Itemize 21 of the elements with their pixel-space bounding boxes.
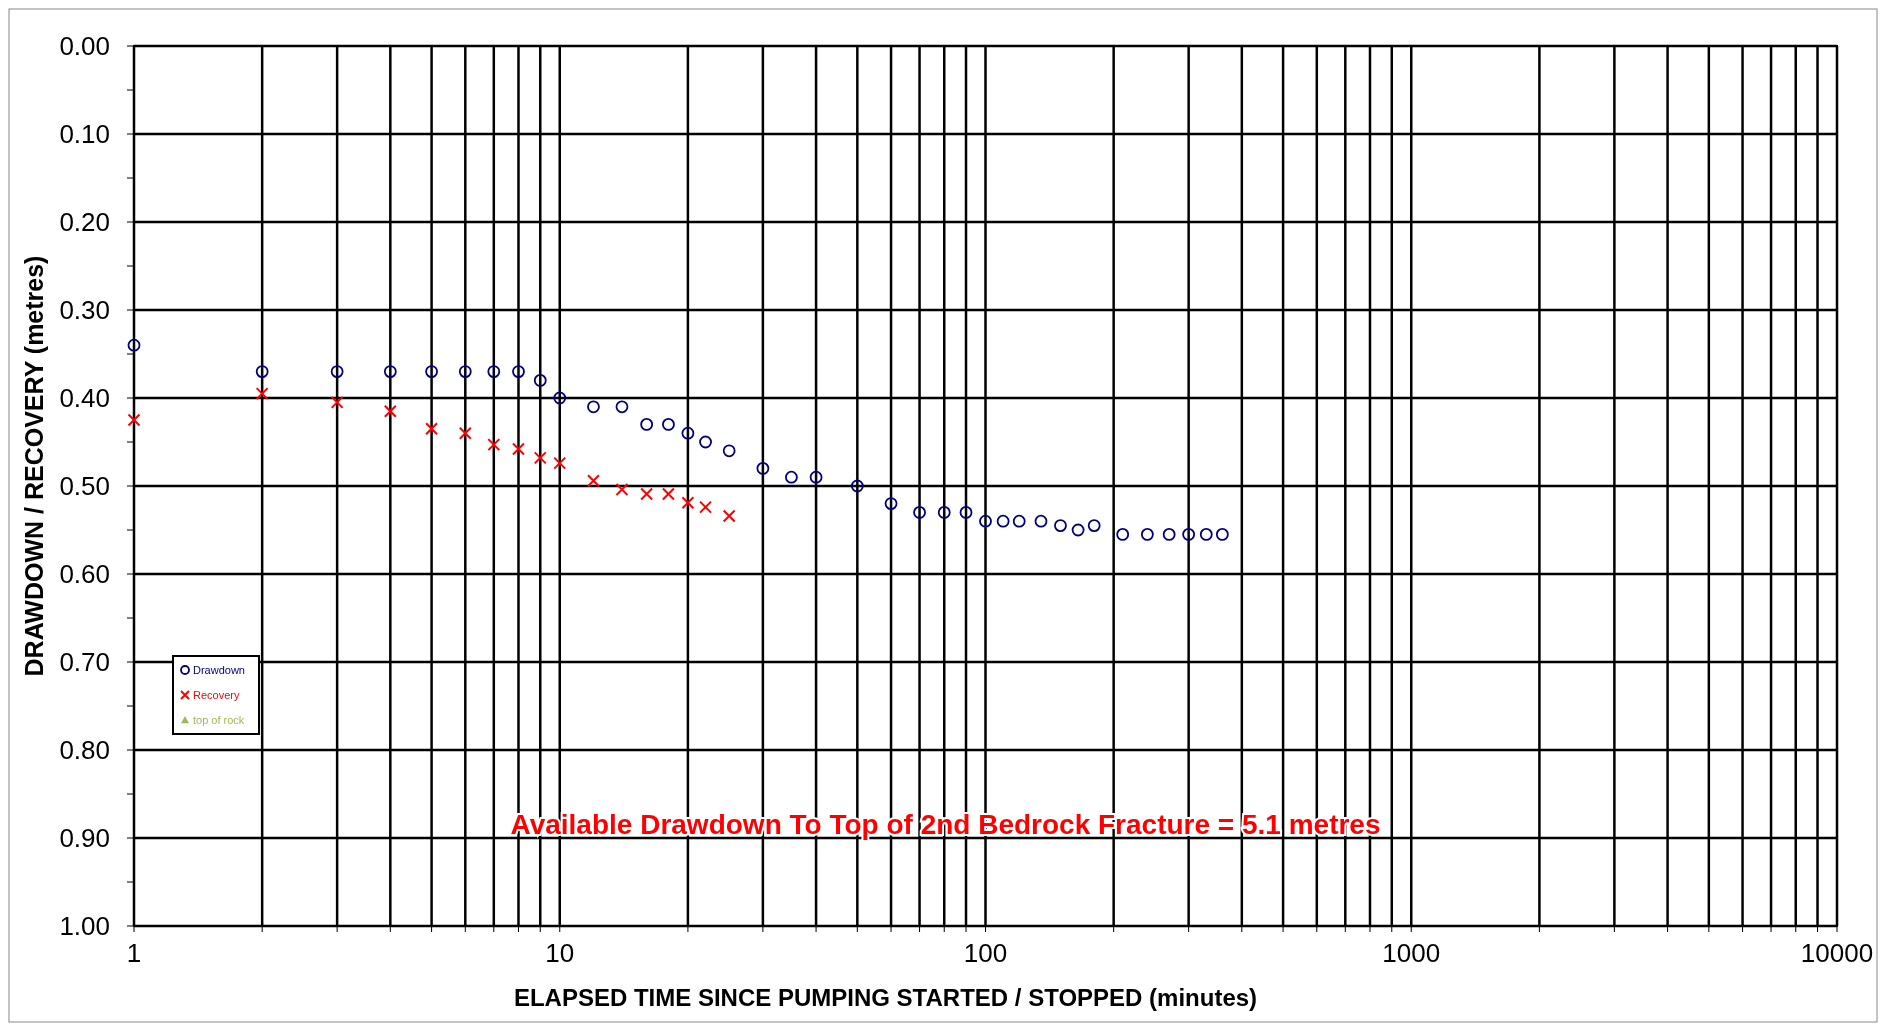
y-tick-label: 0.70 [59,647,110,677]
x-axis-title: ELAPSED TIME SINCE PUMPING STARTED / STOPPED (minutes) [513,984,1258,1011]
y-tick-label: 0.40 [59,383,110,413]
y-tick-label: 0.60 [59,559,110,589]
legend-label: top of rock [193,714,245,726]
y-tick-label: 0.10 [59,119,110,149]
y-tick-label: 1.00 [59,911,110,941]
y-axis-title: DRAWDOWN / RECOVERY (metres) [20,255,48,677]
x-tick-label: 1000 [1382,938,1441,968]
y-tick-label: 0.00 [59,31,110,61]
legend-label: Drawdown [193,664,245,676]
y-tick-label: 0.90 [59,823,110,853]
legend-label: Recovery [193,689,240,701]
y-tick-label: 0.80 [59,735,110,765]
y-tick-label: 0.20 [59,207,110,237]
x-tick-label: 100 [963,938,1008,968]
x-tick-label: 10 [545,938,575,968]
y-tick-label: 0.30 [59,295,110,325]
x-tick-label: 1 [126,938,142,968]
x-tick-label: 10000 [1800,938,1874,968]
y-tick-label: 0.50 [59,471,110,501]
